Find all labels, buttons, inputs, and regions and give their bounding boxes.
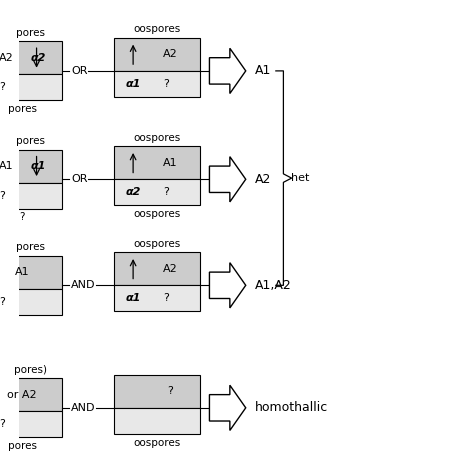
Text: ?: ? — [19, 212, 25, 222]
Text: α1: α1 — [126, 293, 141, 303]
Text: oospores: oospores — [134, 24, 181, 34]
Text: ?: ? — [163, 293, 169, 303]
Bar — [0, 256, 62, 289]
Text: A2: A2 — [255, 173, 271, 186]
Text: ?: ? — [163, 79, 169, 89]
Bar — [0, 183, 62, 209]
Bar — [0, 378, 62, 411]
Bar — [0, 411, 62, 438]
Text: A1: A1 — [0, 161, 14, 171]
Text: pores): pores) — [14, 365, 47, 374]
Text: A1: A1 — [15, 267, 29, 277]
Polygon shape — [210, 263, 246, 308]
Text: oospores: oospores — [134, 238, 181, 248]
Bar — [0, 150, 62, 183]
Text: pores: pores — [16, 136, 45, 146]
Bar — [114, 252, 201, 285]
Bar — [114, 285, 201, 311]
Polygon shape — [210, 48, 246, 93]
Text: ?: ? — [0, 191, 5, 201]
Text: A1: A1 — [163, 158, 177, 168]
Bar — [114, 408, 201, 434]
Text: A1: A1 — [255, 64, 271, 77]
Text: ?: ? — [0, 419, 5, 429]
Text: pores: pores — [8, 104, 37, 114]
Text: α1: α1 — [30, 161, 46, 171]
Text: homothallic: homothallic — [255, 401, 328, 414]
Text: oospores: oospores — [134, 209, 181, 219]
Text: AND: AND — [71, 403, 96, 413]
Text: ?: ? — [167, 386, 173, 396]
Bar — [114, 71, 201, 97]
Bar — [0, 41, 62, 74]
Text: α2: α2 — [30, 53, 46, 63]
Text: or A2: or A2 — [8, 390, 37, 400]
Bar — [0, 74, 62, 100]
Text: α2: α2 — [126, 187, 141, 197]
Bar — [114, 375, 201, 408]
Bar — [114, 146, 201, 179]
Bar — [0, 289, 62, 315]
Text: A1,A2: A1,A2 — [255, 279, 292, 292]
Text: oospores: oospores — [134, 133, 181, 143]
Bar — [114, 179, 201, 205]
Text: A2: A2 — [163, 264, 178, 274]
Polygon shape — [210, 385, 246, 430]
Text: AND: AND — [71, 280, 96, 290]
Text: ?: ? — [0, 297, 5, 307]
Text: pores: pores — [16, 27, 45, 37]
Text: OR: OR — [71, 66, 88, 76]
Text: pores: pores — [16, 242, 45, 252]
Text: het: het — [291, 173, 310, 183]
Text: OR: OR — [71, 174, 88, 184]
Text: A2: A2 — [0, 53, 14, 63]
Text: α1: α1 — [126, 79, 141, 89]
Text: A2: A2 — [163, 49, 178, 59]
Text: oospores: oospores — [134, 438, 181, 447]
Bar — [114, 38, 201, 71]
Text: pores: pores — [8, 441, 37, 451]
Text: ?: ? — [163, 187, 169, 197]
Text: ?: ? — [0, 82, 5, 92]
Polygon shape — [210, 156, 246, 202]
